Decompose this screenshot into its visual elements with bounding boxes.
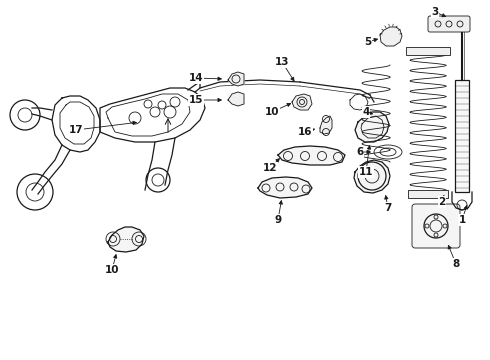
Polygon shape [292, 94, 312, 110]
Polygon shape [354, 160, 390, 193]
Text: 13: 13 [275, 57, 289, 67]
Text: 8: 8 [452, 259, 460, 269]
Text: 15: 15 [189, 95, 203, 105]
Polygon shape [320, 116, 332, 134]
Polygon shape [278, 146, 345, 165]
Text: 7: 7 [384, 203, 392, 213]
Text: 3: 3 [431, 7, 439, 17]
Text: 14: 14 [189, 73, 203, 83]
FancyBboxPatch shape [428, 16, 470, 32]
Polygon shape [355, 112, 389, 142]
Text: 12: 12 [263, 163, 277, 173]
Text: 10: 10 [105, 265, 119, 275]
FancyBboxPatch shape [406, 47, 450, 55]
Text: 10: 10 [265, 107, 279, 117]
Text: 4: 4 [362, 107, 369, 117]
Polygon shape [258, 177, 312, 198]
Text: 16: 16 [298, 127, 312, 137]
Text: 6: 6 [356, 147, 364, 157]
FancyBboxPatch shape [455, 80, 469, 192]
FancyBboxPatch shape [408, 190, 448, 198]
Polygon shape [228, 92, 244, 106]
Polygon shape [380, 27, 402, 46]
Text: 11: 11 [359, 167, 373, 177]
Text: 1: 1 [458, 215, 466, 225]
FancyBboxPatch shape [412, 204, 460, 248]
Text: 2: 2 [439, 197, 445, 207]
Polygon shape [108, 227, 144, 252]
Text: 9: 9 [274, 215, 282, 225]
Text: 17: 17 [69, 125, 83, 135]
Polygon shape [228, 72, 244, 86]
Text: 5: 5 [365, 37, 371, 47]
